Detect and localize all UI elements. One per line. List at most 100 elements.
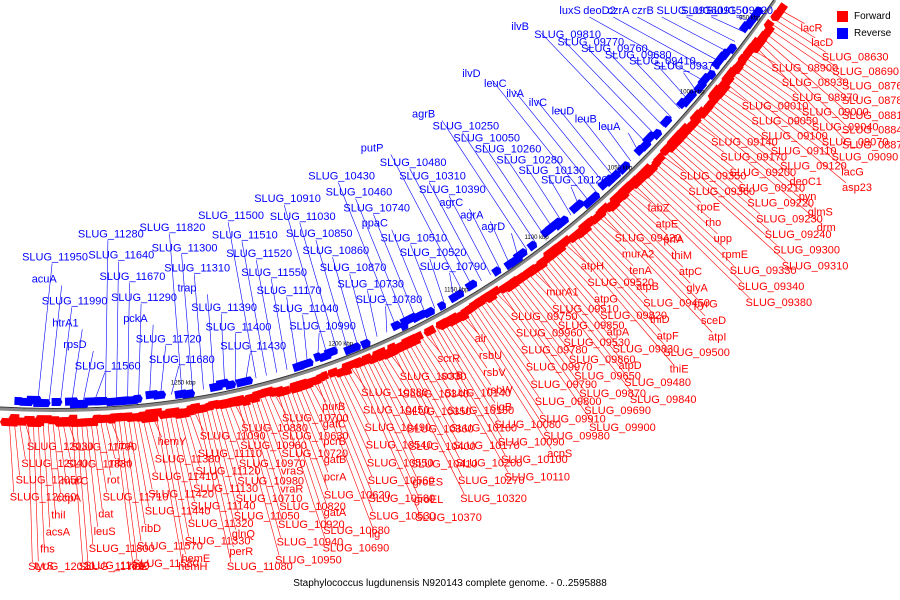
forward-label-leader — [635, 178, 742, 283]
reverse-label-leader — [286, 297, 298, 367]
forward-label-leader — [258, 393, 286, 467]
forward-label-leader — [479, 300, 535, 380]
reverse-gene-label: SLUG_11550 — [241, 267, 307, 279]
forward-label-leader — [683, 128, 734, 169]
forward-gene-label: murC — [62, 476, 89, 488]
forward-gene-label: SLUG_10080 — [494, 419, 561, 431]
reverse-gene-label: SLUG_09810 — [534, 29, 601, 41]
forward-label-leader — [697, 112, 812, 208]
forward-label-leader — [127, 415, 146, 525]
reverse-label-leader — [428, 182, 482, 281]
forward-label-leader — [104, 417, 116, 459]
forward-gene-label: SLUG_09110 — [771, 145, 837, 157]
forward-label-leader — [328, 373, 373, 477]
forward-gene-label: SLUG_11570 — [137, 541, 203, 553]
reverse-gene-label: SLUG_11510 — [212, 229, 278, 241]
forward-label-leader — [310, 378, 327, 403]
forward-label-leader — [707, 101, 785, 162]
forward-label-leader — [173, 410, 195, 502]
legend-reverse-label: Reverse — [854, 28, 892, 39]
reverse-gene-label: SLUG_11720 — [136, 333, 202, 345]
reverse-gene-arrow — [343, 342, 361, 356]
forward-label-leader — [666, 146, 778, 246]
reverse-gene-label: SLUG_11950 — [22, 251, 88, 263]
reverse-swatch — [837, 28, 848, 39]
reverse-label-leader — [658, 67, 689, 100]
reverse-gene-label: leuD — [552, 105, 575, 117]
reverse-label-leader — [93, 372, 106, 402]
forward-gene-label: atpF — [657, 330, 679, 342]
reverse-gene-label: SLUG_10870 — [320, 262, 387, 274]
reverse-gene-label: SLUG_10460 — [326, 187, 393, 199]
forward-gene-label: SLUG_11830 — [67, 459, 133, 471]
forward-label-leader — [621, 192, 668, 236]
forward-label-leader — [394, 345, 463, 477]
forward-label-leader — [42, 418, 51, 528]
reverse-gene-label: SLUG_10520 — [400, 247, 467, 259]
forward-label-leader — [52, 418, 61, 494]
forward-label-leader — [559, 245, 592, 279]
reverse-label-leader — [60, 307, 73, 403]
forward-gene-label: acsA — [46, 527, 71, 539]
forward-gene-label: SLUG_11330 — [185, 536, 251, 548]
forward-label-leader — [670, 143, 769, 231]
forward-gene-label: SLUG_09870 — [579, 388, 646, 400]
forward-gene-label: rpmE — [722, 249, 748, 261]
scale-tick-label: 950 kbp — [739, 15, 761, 21]
forward-gene-label: atpH — [581, 261, 604, 273]
forward-gene-label: glyA — [686, 282, 708, 294]
forward-gene-label: SLUG_09750 — [511, 311, 578, 323]
reverse-gene-arrow — [526, 240, 538, 252]
reverse-gene-label: SLUG_10130 — [519, 165, 586, 177]
forward-gene-label: SLUG_09910 — [539, 413, 606, 425]
reverse-label-leader — [283, 204, 328, 357]
forward-label-leader — [703, 105, 794, 178]
reverse-gene-label: czrB — [632, 5, 654, 17]
reverse-gene-label: SLUG_10280 — [496, 155, 563, 167]
forward-label-leader — [37, 418, 45, 545]
forward-gene-label: SLUG_09050 — [752, 115, 819, 127]
forward-label-leader — [710, 97, 775, 147]
forward-gene-label: rsbU — [479, 350, 502, 362]
forward-label-leader — [606, 205, 699, 300]
forward-gene-arrow — [762, 24, 775, 38]
forward-gene-label: lacG — [841, 167, 864, 179]
forward-gene-label: SLUG_09000 — [802, 107, 869, 119]
forward-gene-label: SLUG_10160 — [450, 423, 517, 435]
forward-label-leader — [544, 256, 617, 345]
reverse-gene-label: czrA — [608, 5, 631, 17]
reverse-label-leader — [589, 16, 704, 82]
forward-label-leader — [588, 220, 634, 267]
reverse-label-leader — [570, 186, 581, 209]
forward-gene-label: atpC — [679, 266, 702, 278]
forward-gene-arrow — [144, 408, 163, 418]
reverse-label-leader — [37, 263, 53, 403]
reverse-label-leader — [302, 315, 308, 364]
forward-gene-arrow — [554, 234, 573, 252]
reverse-gene-label: SLUG_11280 — [78, 228, 144, 240]
forward-swatch — [837, 11, 848, 22]
forward-gene-label: SLUG_11800 — [89, 543, 155, 555]
forward-gene-label: SLUG_09520 — [587, 277, 654, 289]
forward-label-leader — [581, 227, 648, 299]
forward-gene-label: SLUG_11710 — [103, 492, 169, 504]
forward-label-leader — [720, 85, 746, 102]
reverse-label-leader — [409, 168, 473, 287]
forward-gene-label: SLUG_09860 — [569, 354, 636, 366]
reverse-gene-label: ilvD — [462, 68, 480, 80]
reverse-label-leader — [513, 90, 598, 193]
reverse-gene-label: SLUG_10120 — [541, 175, 608, 187]
scale-tick-label: 1250 kbp — [171, 381, 196, 387]
reverse-gene-label: SLUG_11030 — [270, 211, 336, 223]
forward-gene-label: SLUG_09380 — [746, 297, 813, 309]
forward-label-leader — [427, 330, 509, 473]
forward-label-leader — [141, 414, 156, 472]
reverse-label-leader — [610, 54, 673, 119]
forward-gene-label: SLUG_10270 — [458, 475, 525, 487]
forward-label-leader — [254, 394, 285, 485]
forward-gene-label: prfA — [664, 234, 685, 246]
reverse-gene-label: agrD — [481, 221, 505, 233]
reverse-gene-label: agrC — [439, 197, 463, 209]
reverse-gene-label: SLUG_09760 — [581, 43, 648, 55]
reverse-label-leader — [613, 16, 712, 72]
